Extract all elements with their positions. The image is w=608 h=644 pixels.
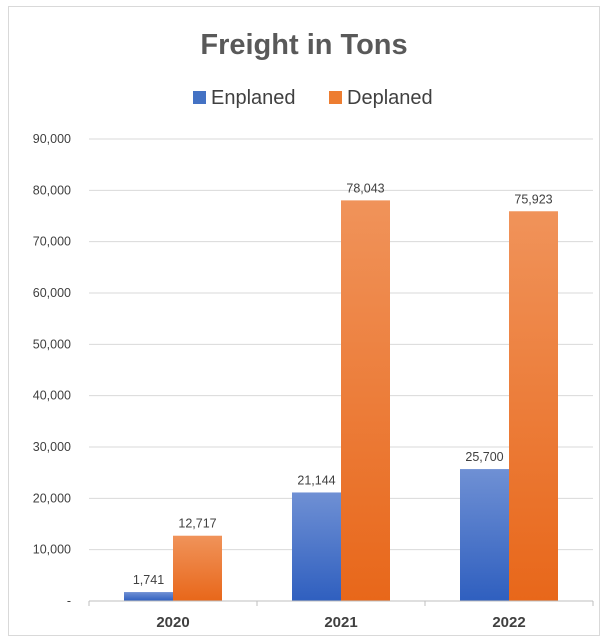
legend-item-enplaned: Enplaned (193, 87, 296, 109)
bar-deplaned-2021 (341, 200, 390, 601)
bar-enplaned-2021 (292, 492, 341, 601)
data-label: 78,043 (346, 181, 384, 195)
data-label: 75,923 (514, 192, 552, 206)
bar-chart: Freight in Tons Enplaned Deplaned - 10,00… (33, 29, 594, 631)
y-tick-label: 10,000 (33, 543, 71, 557)
legend: Enplaned Deplaned (193, 87, 433, 109)
x-category-label: 2020 (156, 614, 189, 631)
legend-label-deplaned: Deplaned (347, 87, 433, 109)
data-label: 1,741 (133, 573, 164, 587)
data-labels: 1,741 12,717 21,144 78,043 25,700 75,923 (133, 181, 553, 587)
y-tick-label: 80,000 (33, 183, 71, 197)
x-category-label: 2021 (324, 614, 357, 631)
x-category-label: 2022 (492, 614, 525, 631)
y-tick-label: 40,000 (33, 389, 71, 403)
legend-swatch-enplaned (193, 91, 206, 104)
bars (124, 200, 558, 601)
y-tick-label: 90,000 (33, 132, 71, 146)
bar-deplaned-2022 (509, 211, 558, 601)
y-axis-tick-labels: - 10,000 20,000 30,000 40,000 50,000 60,000 70,… (33, 132, 71, 608)
y-tick-label: 60,000 (33, 286, 71, 300)
legend-item-deplaned: Deplaned (329, 87, 433, 109)
legend-label-enplaned: Enplaned (211, 87, 296, 109)
bar-enplaned-2020 (124, 592, 173, 601)
data-label: 25,700 (465, 450, 503, 464)
chart-title: Freight in Tons (200, 29, 407, 61)
y-tick-label: 50,000 (33, 337, 71, 351)
y-tick-label: 20,000 (33, 491, 71, 505)
y-tick-label: 30,000 (33, 440, 71, 454)
data-label: 21,144 (297, 473, 335, 487)
y-tick-label: 70,000 (33, 235, 71, 249)
legend-swatch-deplaned (329, 91, 342, 104)
bar-deplaned-2020 (173, 535, 222, 601)
bar-enplaned-2022 (460, 469, 509, 601)
y-tick-label: - (67, 594, 71, 608)
x-axis: 2020 2021 2022 (88, 600, 594, 631)
chart-frame: Freight in Tons Enplaned Deplaned - 10,00… (8, 6, 600, 636)
data-label: 12,717 (178, 517, 216, 531)
